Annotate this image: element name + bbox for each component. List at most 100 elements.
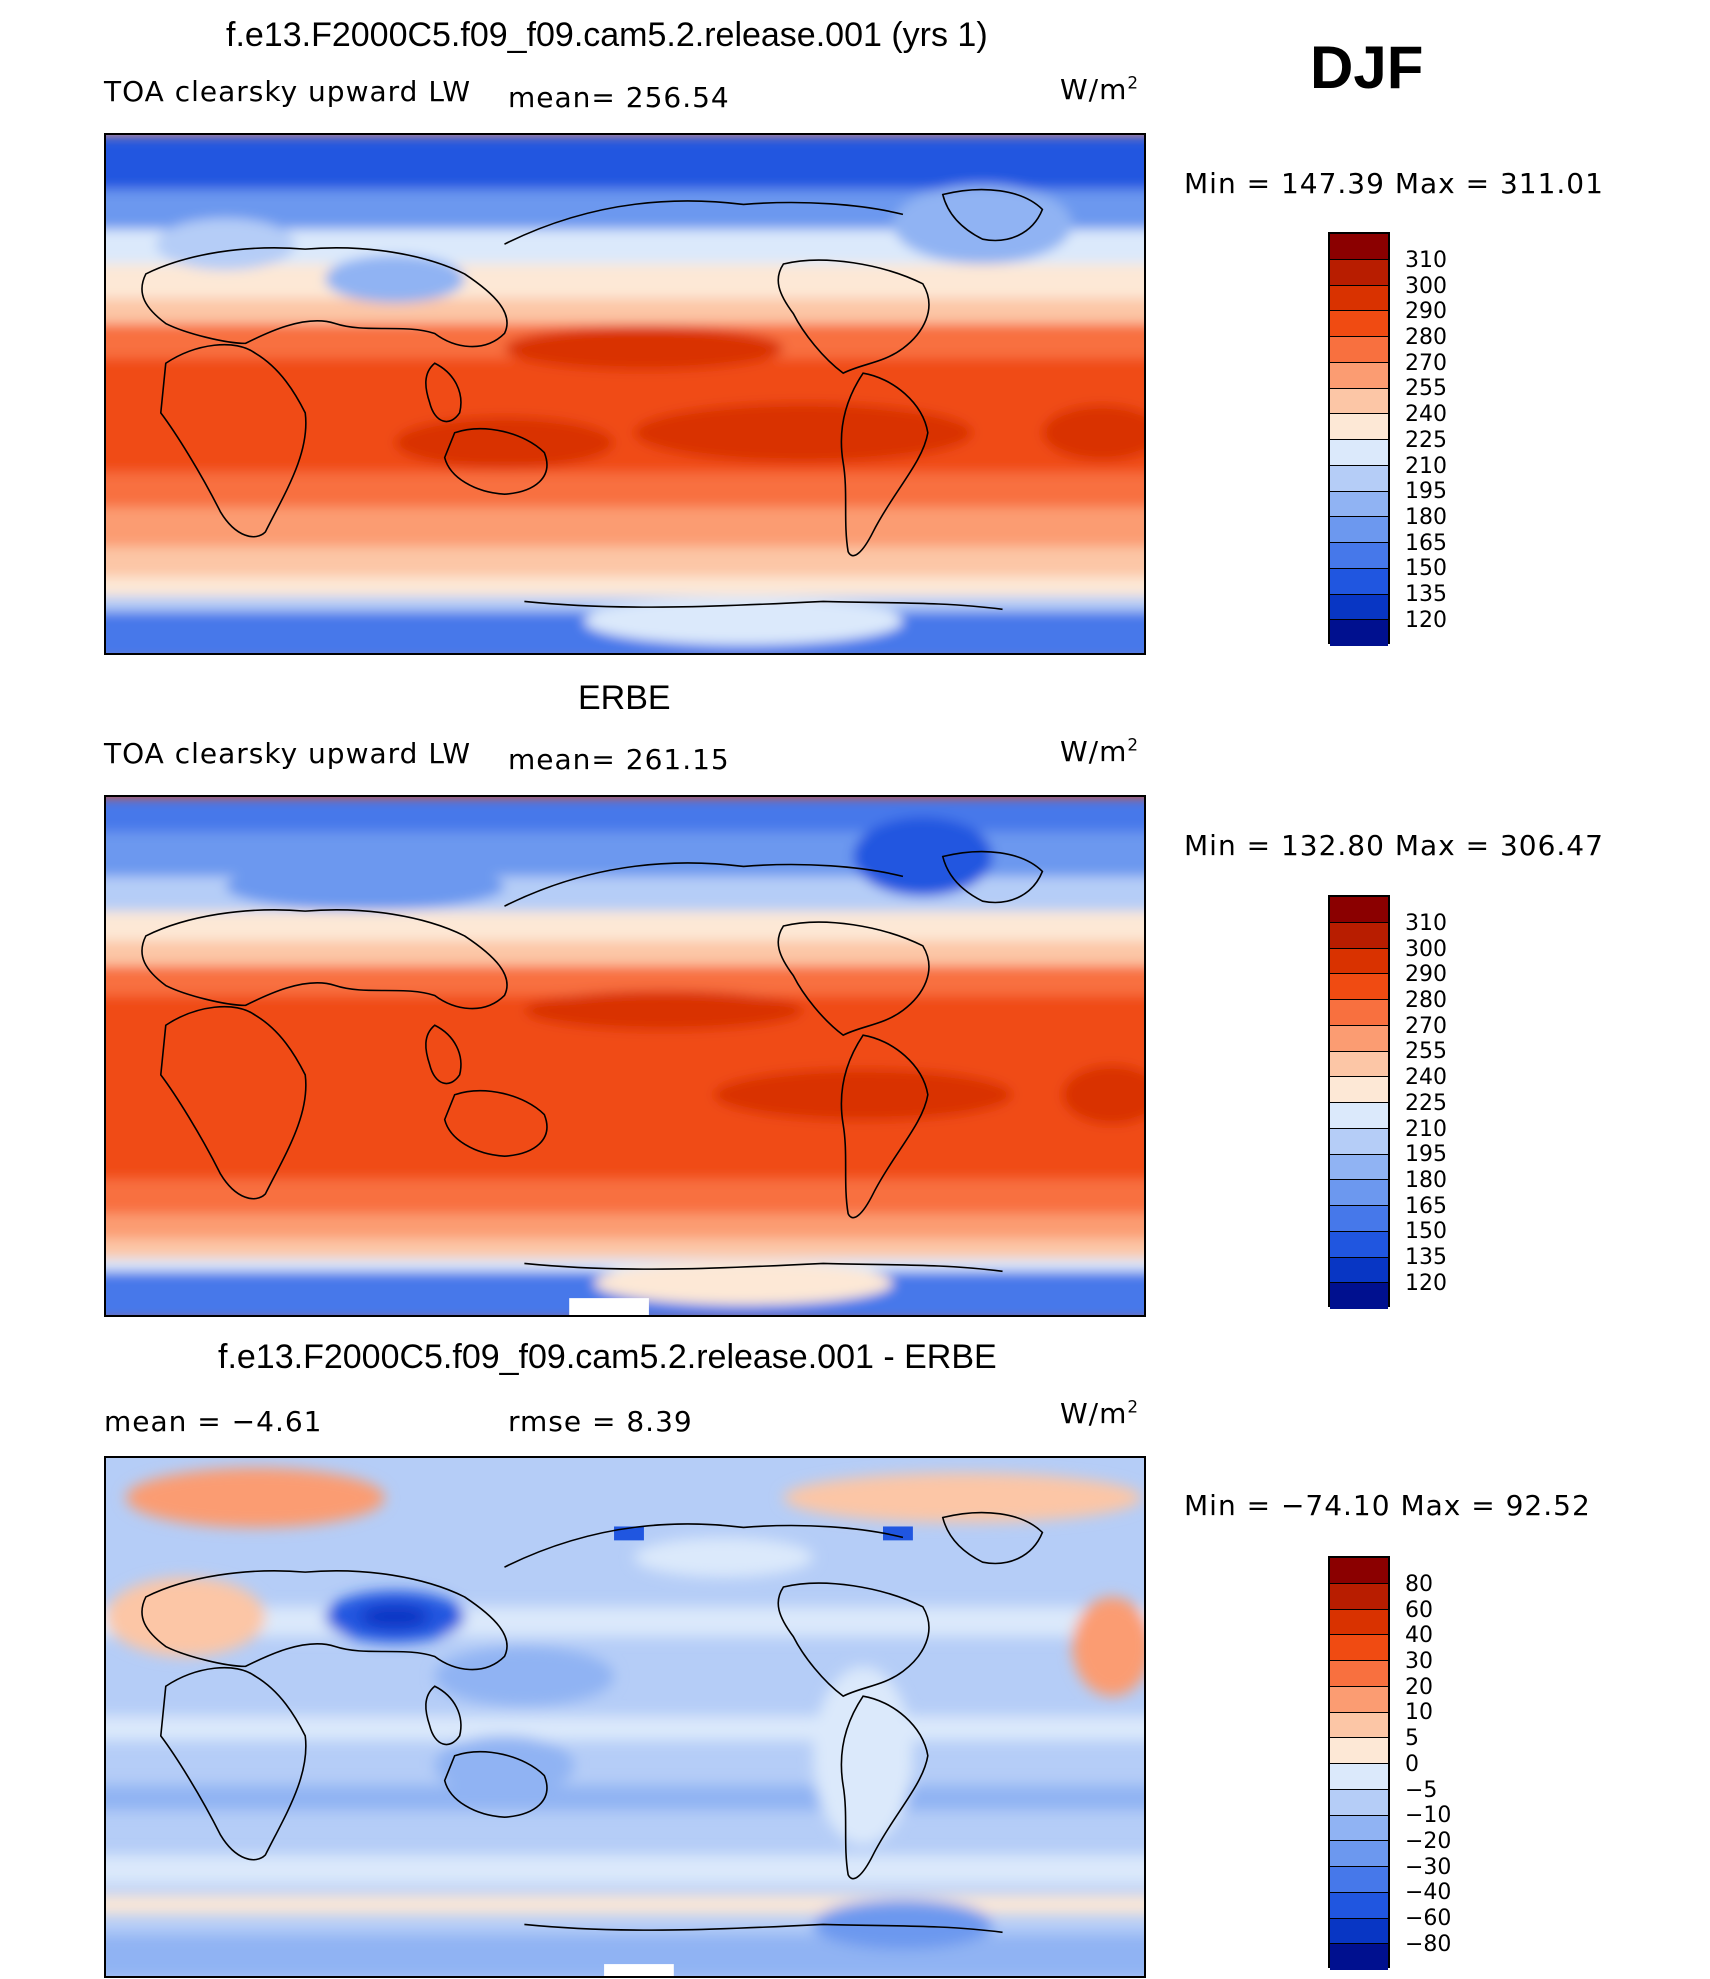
colorbar-tick-label: 180	[1405, 505, 1447, 530]
colorbar-swatch	[1330, 234, 1388, 260]
colorbar-tick-label: −5	[1405, 1778, 1438, 1803]
colorbar-tick-label: 80	[1405, 1572, 1433, 1597]
panel-2-variable-label: TOA clearsky upward LW	[104, 737, 472, 770]
colorbar-tick-label: 120	[1405, 608, 1447, 633]
panel-2-title: ERBE	[578, 679, 671, 717]
colorbar-swatch	[1330, 1738, 1388, 1764]
colorbar-swatch	[1330, 259, 1388, 286]
panel-3-minmax-label: Min = −74.10 Max = 92.52	[1184, 1489, 1591, 1522]
panel-1-units-label: W/m2	[1060, 72, 1140, 106]
panel-3-mean-label: mean = −4.61	[104, 1405, 323, 1438]
colorbar-swatch	[1330, 1231, 1388, 1258]
panel-2-colorbar	[1328, 895, 1390, 1309]
colorbar-swatch	[1330, 1583, 1388, 1610]
colorbar-swatch	[1330, 1154, 1388, 1181]
colorbar-tick-label: 225	[1405, 1091, 1447, 1116]
colorbar-swatch	[1330, 1841, 1388, 1867]
colorbar-swatch	[1330, 440, 1388, 466]
colorbar-tick-label: 10	[1405, 1700, 1433, 1725]
colorbar-swatch	[1330, 1180, 1388, 1206]
colorbar-swatch	[1330, 1000, 1388, 1026]
colorbar-swatch	[1330, 948, 1388, 975]
colorbar-tick-label: 255	[1405, 376, 1447, 401]
colorbar-swatch	[1330, 1867, 1388, 1893]
colorbar-swatch	[1330, 517, 1388, 543]
colorbar-swatch	[1330, 897, 1388, 923]
colorbar-tick-label: 270	[1405, 351, 1447, 376]
colorbar-tick-label: 310	[1405, 248, 1447, 273]
colorbar-tick-label: 195	[1405, 1142, 1447, 1167]
panel-1-map-field	[106, 135, 1144, 653]
colorbar-swatch	[1330, 1815, 1388, 1842]
colorbar-tick-label: 60	[1405, 1598, 1433, 1623]
panel-3-map	[104, 1456, 1146, 1978]
colorbar-tick-label: 20	[1405, 1675, 1433, 1700]
panel-1-coastlines	[141, 188, 1044, 611]
panel-2-map-field	[106, 797, 1144, 1315]
panel-2-mean-label: mean= 261.15	[508, 743, 730, 776]
panel-2-map	[104, 795, 1146, 1317]
colorbar-tick-label: 30	[1405, 1649, 1433, 1674]
colorbar-tick-label: −10	[1405, 1803, 1452, 1828]
colorbar-swatch	[1330, 388, 1388, 415]
panel-3-map-field	[106, 1458, 1144, 1976]
colorbar-tick-label: −60	[1405, 1906, 1452, 1931]
colorbar-swatch	[1330, 1025, 1388, 1052]
colorbar-tick-label: 135	[1405, 582, 1447, 607]
colorbar-swatch	[1330, 1257, 1388, 1284]
panel-1-minmax-label: Min = 147.39 Max = 311.01	[1184, 167, 1604, 200]
colorbar-tick-label: 240	[1405, 1065, 1447, 1090]
colorbar-swatch	[1330, 285, 1388, 312]
colorbar-swatch	[1330, 1128, 1388, 1155]
panel-1-title: f.e13.F2000C5.f09_f09.cam5.2.release.001…	[226, 16, 988, 54]
panel-2-minmax-label: Min = 132.80 Max = 306.47	[1184, 829, 1604, 862]
panel-2-coastlines	[141, 850, 1044, 1273]
colorbar-swatch	[1330, 1103, 1388, 1129]
colorbar-swatch	[1330, 1892, 1388, 1919]
colorbar-tick-label: 180	[1405, 1168, 1447, 1193]
panel-3-coastlines	[141, 1511, 1044, 1934]
colorbar-tick-label: 290	[1405, 299, 1447, 324]
colorbar-swatch	[1330, 1918, 1388, 1945]
colorbar-swatch	[1330, 1558, 1388, 1584]
colorbar-tick-label: 165	[1405, 1194, 1447, 1219]
colorbar-swatch	[1330, 543, 1388, 569]
colorbar-swatch	[1330, 568, 1388, 595]
colorbar-tick-label: 210	[1405, 454, 1447, 479]
colorbar-tick-label: 40	[1405, 1623, 1433, 1648]
colorbar-tick-label: 300	[1405, 274, 1447, 299]
colorbar-tick-label: −40	[1405, 1880, 1452, 1905]
colorbar-tick-label: 225	[1405, 428, 1447, 453]
colorbar-swatch	[1330, 1635, 1388, 1661]
panel-3-units-label: W/m2	[1060, 1396, 1140, 1430]
panel-1-map	[104, 133, 1146, 655]
panel-3-colorbar	[1328, 1556, 1390, 1970]
colorbar-swatch	[1330, 1283, 1388, 1309]
colorbar-swatch	[1330, 311, 1388, 337]
colorbar-tick-label: 5	[1405, 1726, 1419, 1751]
colorbar-swatch	[1330, 465, 1388, 492]
colorbar-tick-label: 240	[1405, 402, 1447, 427]
colorbar-swatch	[1330, 1944, 1388, 1970]
colorbar-tick-label: −20	[1405, 1829, 1452, 1854]
colorbar-swatch	[1330, 974, 1388, 1000]
colorbar-swatch	[1330, 414, 1388, 440]
colorbar-tick-label: 255	[1405, 1039, 1447, 1064]
colorbar-tick-label: 280	[1405, 988, 1447, 1013]
colorbar-tick-label: 310	[1405, 911, 1447, 936]
colorbar-swatch	[1330, 1712, 1388, 1739]
panel-3-title: f.e13.F2000C5.f09_f09.cam5.2.release.001…	[218, 1338, 997, 1376]
colorbar-swatch	[1330, 337, 1388, 363]
colorbar-swatch	[1330, 1077, 1388, 1103]
colorbar-swatch	[1330, 1686, 1388, 1713]
colorbar-tick-label: 150	[1405, 1219, 1447, 1244]
colorbar-tick-label: −30	[1405, 1855, 1452, 1880]
colorbar-tick-label: 195	[1405, 479, 1447, 504]
colorbar-swatch	[1330, 362, 1388, 389]
colorbar-swatch	[1330, 1764, 1388, 1790]
colorbar-tick-label: 165	[1405, 531, 1447, 556]
colorbar-tick-label: 0	[1405, 1752, 1419, 1777]
colorbar-swatch	[1330, 594, 1388, 621]
colorbar-tick-label: 290	[1405, 962, 1447, 987]
panel-1-variable-label: TOA clearsky upward LW	[104, 75, 472, 108]
